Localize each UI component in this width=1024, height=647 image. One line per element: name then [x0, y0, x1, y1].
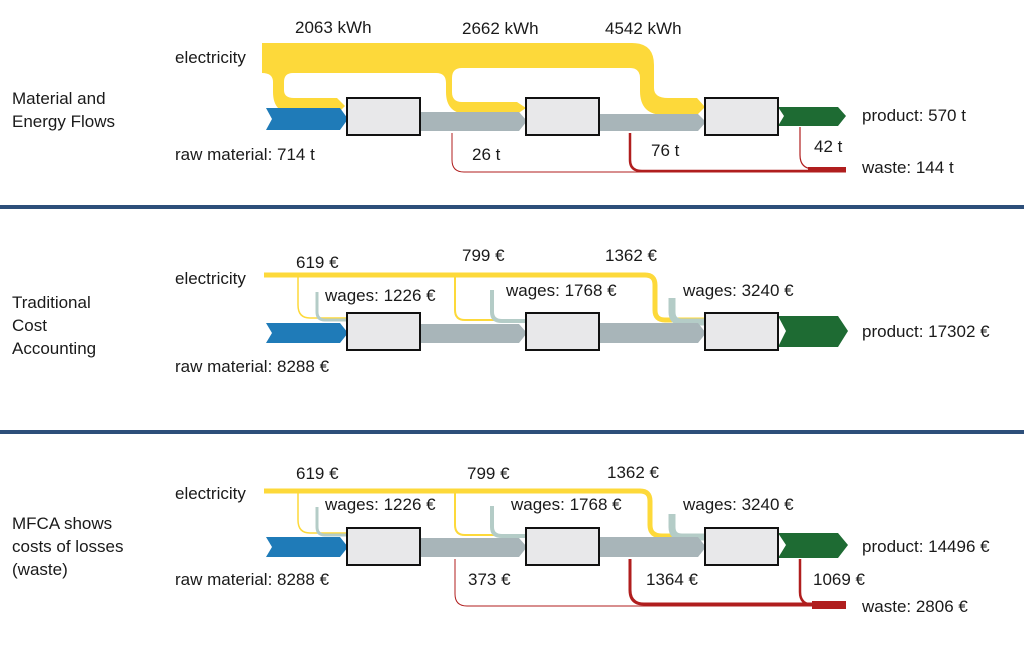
energy-value-label: 1362 € — [607, 463, 659, 482]
wages-flow — [668, 514, 705, 541]
electricity-branch — [297, 492, 346, 534]
waste-label: waste: 2806 € — [862, 597, 968, 616]
product-arrow — [778, 107, 846, 126]
raw-material-arrow — [266, 108, 348, 130]
waste-line — [454, 559, 846, 607]
raw-material-arrow — [266, 323, 348, 343]
energy-value-label: 2662 kWh — [462, 19, 539, 38]
intermediate-flow — [421, 324, 527, 343]
section-mfca — [264, 488, 848, 609]
intermediate-flow — [421, 112, 527, 131]
product-arrow — [778, 533, 848, 558]
energy-value-label: 1362 € — [605, 246, 657, 265]
product-arrow — [778, 316, 848, 347]
wages-label: wages: 3240 € — [683, 281, 794, 300]
section-divider — [0, 430, 1024, 434]
section-title: Traditional Cost Accounting — [12, 293, 97, 358]
process-box — [346, 527, 421, 566]
energy-source-label: electricity — [175, 48, 246, 67]
output-label: product: 14496 € — [862, 537, 990, 556]
section-title: MFCA shows costs of losses (waste) — [12, 514, 124, 579]
wages-flow — [315, 507, 346, 537]
loss-label: 42 t — [814, 137, 843, 156]
waste-line — [451, 133, 846, 173]
energy-value-label: 4542 kWh — [605, 19, 682, 38]
energy-source-label: electricity — [175, 269, 246, 288]
wages-label: wages: 1768 € — [511, 495, 622, 514]
intermediate-flow — [600, 323, 706, 343]
electricity-trunk — [264, 488, 705, 539]
waste-line — [628, 559, 846, 606]
waste-label: waste: 144 t — [862, 158, 954, 177]
wages-flow — [668, 298, 705, 326]
loss-label: 26 t — [472, 145, 501, 164]
process-box — [704, 312, 779, 351]
process-box — [525, 97, 600, 136]
section-title: Material and Energy Flows — [12, 89, 115, 131]
process-box — [704, 97, 779, 136]
input-label: raw material: 8288 € — [175, 570, 330, 589]
loss-label: 76 t — [651, 141, 680, 160]
section-material-energy-flows — [262, 43, 846, 173]
intermediate-flow — [600, 537, 706, 557]
process-box — [704, 527, 779, 566]
wages-flow — [490, 506, 526, 538]
energy-value-label: 619 € — [296, 253, 339, 272]
electricity-trunk — [262, 43, 705, 115]
electricity-branch — [454, 492, 525, 536]
electricity-branch — [297, 276, 346, 319]
section-traditional-cost-accounting — [264, 272, 848, 351]
wages-label: wages: 1226 € — [325, 286, 436, 305]
process-box — [346, 312, 421, 351]
energy-value-label: 2063 kWh — [295, 18, 372, 37]
input-label: raw material: 714 t — [175, 145, 315, 164]
process-box — [525, 312, 600, 351]
energy-value-label: 799 € — [462, 246, 505, 265]
wages-label: wages: 1226 € — [325, 495, 436, 514]
wages-flow — [315, 292, 346, 322]
intermediate-flow — [600, 114, 706, 131]
section-divider — [0, 205, 1024, 209]
electricity-trunk — [264, 272, 705, 323]
waste-line — [628, 133, 846, 173]
process-box — [346, 97, 421, 136]
wages-label: wages: 1768 € — [506, 281, 617, 300]
output-label: product: 17302 € — [862, 322, 990, 341]
energy-value-label: 799 € — [467, 464, 510, 483]
intermediate-flow — [421, 538, 527, 557]
wages-flow — [490, 290, 526, 323]
output-label: product: 570 t — [862, 106, 966, 125]
loss-label: 373 € — [468, 570, 511, 589]
energy-value-label: 619 € — [296, 464, 339, 483]
electricity-branch — [454, 276, 525, 321]
process-box — [525, 527, 600, 566]
loss-label: 1364 € — [646, 570, 698, 589]
input-label: raw material: 8288 € — [175, 357, 330, 376]
energy-source-label: electricity — [175, 484, 246, 503]
raw-material-arrow — [266, 537, 348, 557]
loss-label: 1069 € — [813, 570, 865, 589]
wages-label: wages: 3240 € — [683, 495, 794, 514]
